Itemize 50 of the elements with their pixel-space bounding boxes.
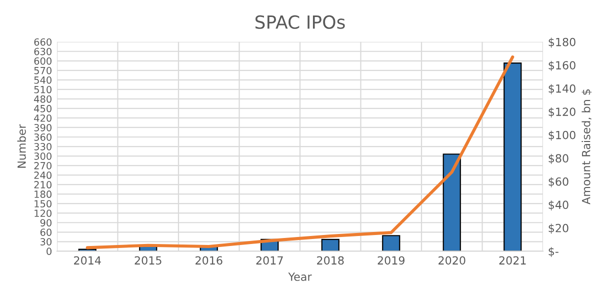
y-tick-label: 270 bbox=[34, 162, 52, 170]
x-tick-label: 2014 bbox=[74, 256, 101, 265]
y-tick-label: 30 bbox=[40, 238, 52, 246]
y2-tick-label: $80 bbox=[548, 154, 568, 164]
x-tick-label: 2016 bbox=[196, 256, 222, 265]
x-tick-label: 2017 bbox=[256, 256, 283, 265]
y-tick-label: 330 bbox=[34, 142, 52, 150]
x-tick-label: 2020 bbox=[438, 256, 466, 265]
y-tick-label: 210 bbox=[34, 181, 52, 188]
x-tick-label: 2018 bbox=[317, 256, 344, 265]
y-tick-label: 480 bbox=[34, 95, 52, 103]
x-tick-label: 2019 bbox=[378, 256, 404, 265]
y-tick-label: 540 bbox=[34, 76, 52, 84]
y-tick-label: 510 bbox=[34, 86, 52, 94]
y-tick-label: 180 bbox=[34, 190, 52, 198]
y2-tick-label: $- bbox=[548, 246, 558, 258]
x-axis-title: Year bbox=[288, 272, 312, 281]
bar bbox=[504, 62, 522, 252]
bar bbox=[442, 154, 461, 252]
y-tick-label: 390 bbox=[34, 124, 52, 132]
y-tick-label: 0 bbox=[46, 248, 52, 255]
y2-tick-label: $140 bbox=[548, 84, 576, 94]
y-tick-label: 120 bbox=[34, 210, 52, 217]
bar bbox=[321, 238, 340, 252]
y2-tick-label: $100 bbox=[548, 130, 576, 141]
bar bbox=[382, 235, 400, 252]
y2-tick-label: $20 bbox=[548, 224, 568, 234]
y-tick-label: 570 bbox=[34, 66, 52, 74]
y2-tick-label: $160 bbox=[548, 60, 576, 71]
y2-axis-title: Amount Raised, bn $ bbox=[582, 89, 592, 204]
y-tick-label: 660 bbox=[34, 38, 52, 46]
y-tick-label: 150 bbox=[34, 200, 52, 208]
y-tick-label: 630 bbox=[34, 48, 52, 56]
y-tick-label: 420 bbox=[34, 114, 52, 122]
y-tick-label: 600 bbox=[34, 57, 52, 65]
y-axis-title: Number bbox=[17, 124, 26, 168]
y-tick-label: 300 bbox=[34, 152, 52, 160]
chart-title: SPAC IPOs bbox=[255, 15, 345, 29]
y2-tick-label: $180 bbox=[548, 38, 576, 48]
y-tick-label: 90 bbox=[40, 219, 52, 226]
y-tick-label: 240 bbox=[34, 172, 52, 179]
y2-tick-label: $120 bbox=[548, 107, 576, 118]
y-tick-label: 360 bbox=[34, 133, 52, 141]
y2-tick-label: $40 bbox=[548, 200, 568, 211]
x-tick-label: 2015 bbox=[134, 256, 162, 265]
y-tick-label: 450 bbox=[34, 104, 52, 112]
y-tick-label: 60 bbox=[40, 228, 52, 236]
line-series bbox=[86, 55, 514, 250]
x-tick-label: 2021 bbox=[499, 256, 526, 265]
y2-tick-label: $60 bbox=[548, 177, 568, 188]
